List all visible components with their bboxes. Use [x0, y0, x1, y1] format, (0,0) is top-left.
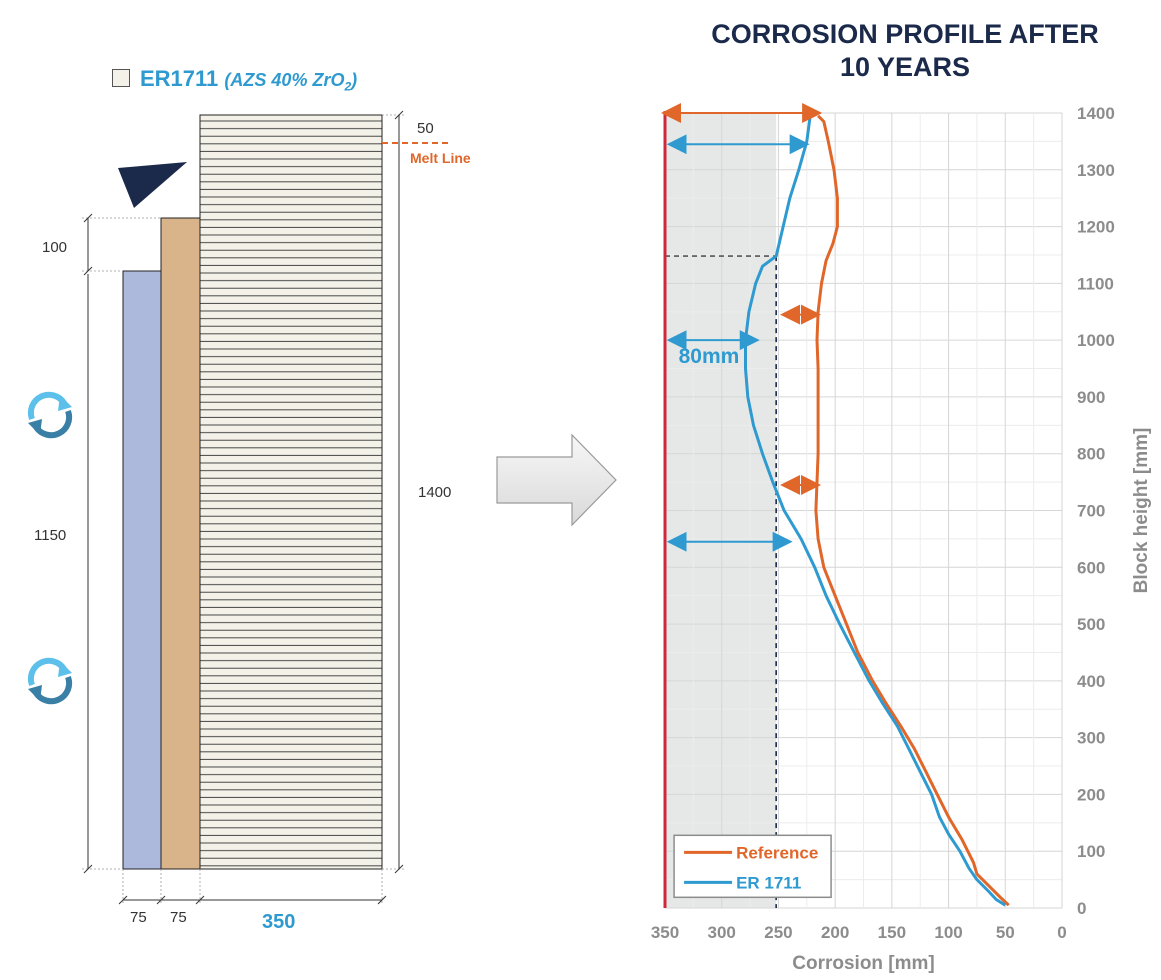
- x-tick-label: 350: [651, 923, 679, 942]
- x-tick-label: 50: [996, 923, 1015, 942]
- material-label: ER1711: [140, 66, 219, 91]
- y-tick-label: 1300: [1077, 161, 1115, 180]
- legend-entry: Reference: [736, 843, 818, 862]
- x-tick-label: 250: [764, 923, 792, 942]
- y-axis-label: Block height [mm]: [1131, 428, 1152, 594]
- series-line-reference: [814, 114, 1010, 907]
- er1711-block: [199, 114, 383, 870]
- x-axis-label: Corrosion [mm]: [792, 953, 935, 974]
- circular-arrows-icon: [27, 391, 73, 439]
- x-tick-label: 100: [934, 923, 962, 942]
- y-tick-label: 200: [1077, 785, 1105, 804]
- y-tick-label: 0: [1077, 899, 1086, 918]
- melt-line-label: Melt Line: [410, 150, 471, 166]
- x-tick-label: 300: [708, 923, 736, 942]
- dim-75-left: 75: [130, 909, 147, 926]
- block-diagram: 50 Melt Line 100 1150 1400 75 75 350: [27, 110, 617, 933]
- chart-title-line-1: CORROSION PROFILE AFTER: [711, 19, 1099, 49]
- legend: [673, 834, 832, 899]
- x-tick-label: 150: [878, 923, 906, 942]
- legend-entry: ER 1711: [736, 873, 801, 892]
- series-line-er-1711: [744, 115, 1007, 907]
- dim-1150: 1150: [34, 527, 66, 544]
- corrosion-chart: 0100200300400500600700800900100011001200…: [651, 103, 1152, 974]
- y-tick-label: 100: [1077, 842, 1105, 861]
- annotation-80mm: 80mm: [679, 345, 740, 368]
- y-tick-label: 600: [1077, 558, 1105, 577]
- y-tick-label: 800: [1077, 445, 1105, 464]
- y-tick-label: 400: [1077, 672, 1105, 691]
- chart-title-line-2: 10 YEARS: [839, 52, 971, 82]
- dim-1400: 1400: [418, 484, 451, 501]
- y-tick-label: 1100: [1077, 274, 1114, 293]
- right-arrow-icon: [496, 433, 617, 527]
- x-tick-label: 0: [1057, 923, 1066, 942]
- material-spec: (AZS 40% ZrO2): [224, 70, 358, 94]
- x-tick-label: 200: [821, 923, 849, 942]
- dim-50: 50: [417, 120, 434, 137]
- dim-100: 100: [42, 239, 67, 256]
- chart-title: CORROSION PROFILE AFTER 10 YEARS: [660, 18, 1150, 84]
- circular-arrows-icon: [27, 657, 73, 705]
- y-tick-label: 900: [1077, 388, 1105, 407]
- wedge-arrow-icon: [118, 162, 187, 208]
- y-tick-label: 1000: [1077, 331, 1115, 350]
- material-legend: ER1711 (AZS 40% ZrO2): [140, 66, 357, 94]
- y-tick-label: 500: [1077, 615, 1105, 634]
- dim-350: 350: [262, 911, 295, 933]
- material-swatch: [112, 69, 130, 87]
- y-tick-label: 300: [1077, 729, 1105, 748]
- layer-2: [160, 217, 201, 870]
- dim-75-right: 75: [170, 909, 187, 926]
- layer-1: [122, 270, 162, 870]
- y-tick-label: 1400: [1077, 104, 1115, 123]
- y-tick-label: 1200: [1077, 218, 1115, 237]
- y-tick-label: 700: [1077, 502, 1105, 521]
